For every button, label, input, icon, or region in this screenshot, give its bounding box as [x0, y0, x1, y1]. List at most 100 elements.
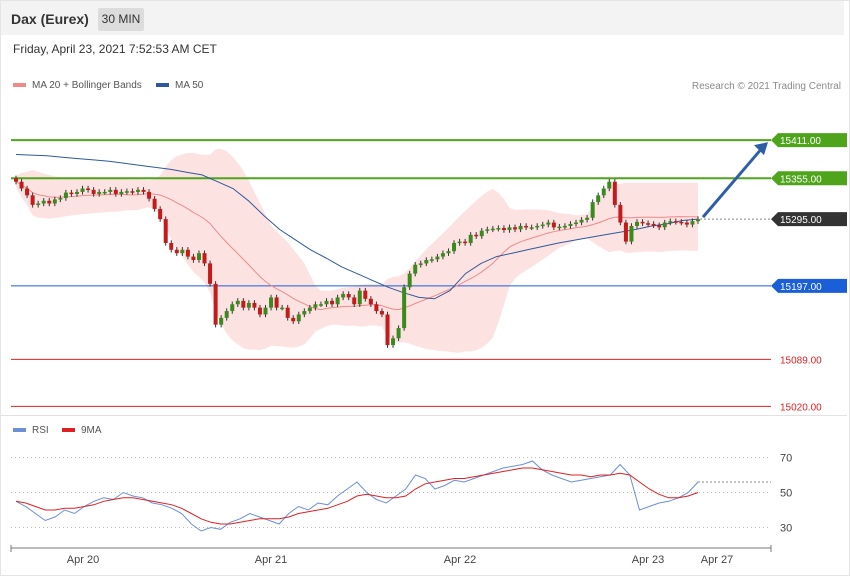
candle-body-28	[169, 242, 174, 250]
candle-body-78	[446, 251, 451, 254]
candle-body-68	[391, 338, 396, 346]
candle-body-59	[341, 294, 346, 298]
candle-body-55	[318, 304, 323, 306]
candle-body-82	[468, 234, 473, 243]
level-label-0: 15411.00	[780, 136, 821, 147]
candle-body-18	[113, 189, 118, 194]
candle-body-26	[158, 208, 163, 220]
legend-ma50-label: MA 50	[175, 80, 204, 91]
candle-body-94	[535, 225, 540, 228]
candle-body-5	[41, 200, 46, 204]
candle-body-80	[457, 241, 462, 244]
candle-body-12	[80, 188, 85, 192]
candle-body-51	[296, 314, 301, 322]
candle-body-116	[657, 225, 662, 228]
candle-body-122	[690, 221, 695, 225]
legend-9ma: 9MA	[62, 425, 102, 436]
level-labels: 15411.00 15355.00 15295.00 15197.00 15089.00…	[701, 133, 847, 413]
candle-body-109	[618, 204, 623, 223]
candle-body-83	[474, 234, 479, 237]
candle-body-103	[585, 217, 590, 220]
x-tick-label-4: Apr 27	[701, 554, 733, 566]
candle-body-57	[330, 300, 335, 305]
ma50-swatch	[156, 83, 169, 88]
candle-body-95	[540, 224, 545, 227]
candle-body-97	[551, 222, 556, 228]
candle-body-104	[590, 202, 595, 218]
level-label-1: 15355.00	[780, 174, 822, 185]
candle-body-76	[435, 256, 440, 260]
rsi-tick-0: 70	[780, 453, 792, 465]
candle-body-117	[662, 222, 667, 228]
rsi-series-0	[15, 460, 699, 532]
candle-body-58	[335, 297, 340, 305]
candle-body-86	[490, 228, 495, 231]
candle-body-60	[346, 294, 351, 298]
candle-body-30	[180, 249, 185, 254]
candle-body-98	[557, 226, 562, 229]
candle-body-93	[529, 227, 534, 229]
instrument-title: Dax (Eurex)	[11, 11, 89, 27]
candle-body-91	[518, 225, 523, 230]
candle-body-85	[485, 229, 490, 231]
chart-header: Dax (Eurex) 30 MIN	[1, 1, 844, 35]
candle-body-33	[196, 253, 201, 260]
ma20-swatch	[13, 83, 26, 88]
candle-body-88	[501, 228, 506, 231]
candle-body-101	[574, 222, 579, 225]
candle-body-31	[185, 249, 190, 257]
candle-body-100	[568, 223, 573, 226]
candle-body-106	[601, 188, 606, 196]
candle-body-111	[629, 225, 634, 242]
candle-body-16	[102, 191, 107, 194]
candle-body-77	[440, 253, 445, 257]
candle-body-37	[219, 317, 224, 325]
legend-ma20-label: MA 20 + Bollinger Bands	[32, 80, 142, 91]
candle-body-105	[596, 195, 601, 203]
moving-averages	[15, 154, 699, 311]
level-label-5: 15020.00	[780, 402, 822, 413]
candle-body-17	[108, 189, 113, 192]
candle-body-123	[696, 219, 700, 222]
candle-body-22	[135, 189, 140, 192]
candle-body-21	[130, 191, 135, 193]
candle-body-39	[230, 304, 235, 312]
candle-body-79	[452, 242, 457, 252]
candle-body-112	[635, 221, 640, 226]
candle-body-54	[313, 304, 318, 308]
level-label-3: 15197.00	[780, 282, 822, 293]
candle-body-75	[429, 259, 434, 261]
candle-body-45	[263, 307, 268, 315]
candle-body-102	[579, 219, 584, 223]
legend-9ma-label: 9MA	[81, 425, 102, 436]
x-tick-label-2: Apr 22	[444, 554, 476, 566]
x-tick-label-3: Apr 23	[632, 554, 664, 566]
candle-body-9	[63, 192, 68, 199]
chart-datetime: Friday, April 23, 2021 7:52:53 AM CET	[13, 42, 217, 56]
candle-body-120	[679, 221, 684, 224]
candle-body-52	[302, 311, 307, 315]
candle-body-115	[651, 223, 656, 226]
level-tag-1	[771, 171, 847, 186]
candle-body-7	[52, 199, 57, 204]
ma20-line	[15, 181, 699, 311]
rsi-tick-2: 30	[780, 523, 792, 535]
candle-body-44	[257, 307, 262, 315]
candle-body-121	[684, 222, 689, 225]
legend-rsi-label: RSI	[32, 425, 49, 436]
projection-arrow-line	[701, 147, 764, 219]
chart-credit: Research © 2021 Trading Central	[691, 81, 841, 92]
candle-body-10	[69, 192, 74, 195]
rsi-series-1	[15, 467, 699, 525]
x-axis: Apr 20 Apr 21 Apr 22 Apr 23 Apr 27	[10, 545, 772, 566]
candle-body-38	[224, 311, 229, 318]
candle-body-67	[385, 314, 390, 346]
ma9-swatch	[62, 428, 75, 433]
interval-button[interactable]: 30 MIN	[98, 8, 144, 31]
candle-body-69	[396, 328, 401, 339]
candle-body-47	[274, 297, 279, 308]
candle-body-87	[496, 228, 501, 230]
x-tick-label-0: Apr 20	[67, 554, 99, 566]
legend-ma50: MA 50	[156, 80, 203, 91]
